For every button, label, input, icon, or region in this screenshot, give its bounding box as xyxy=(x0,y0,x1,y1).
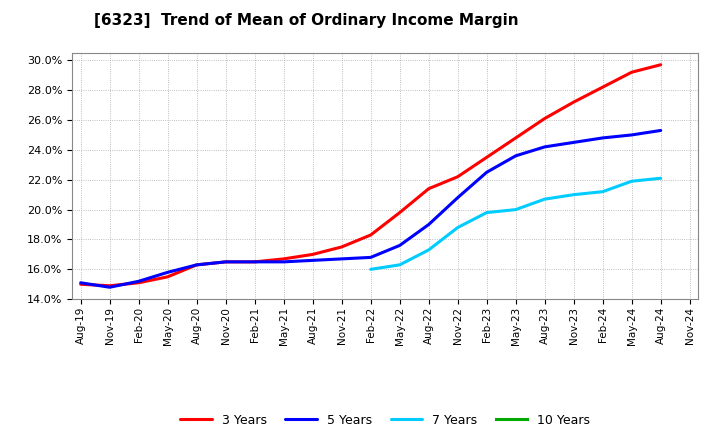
7 Years xyxy=(424,247,433,253)
5 Years xyxy=(76,280,85,286)
3 Years xyxy=(163,274,172,279)
7 Years xyxy=(395,262,404,268)
3 Years xyxy=(192,262,201,268)
7 Years xyxy=(598,189,607,194)
5 Years xyxy=(251,259,259,264)
Line: 7 Years: 7 Years xyxy=(371,178,661,269)
7 Years xyxy=(570,192,578,197)
3 Years xyxy=(454,174,462,180)
3 Years xyxy=(570,99,578,105)
3 Years xyxy=(221,259,230,264)
5 Years xyxy=(511,153,520,158)
5 Years xyxy=(627,132,636,138)
5 Years xyxy=(657,128,665,133)
5 Years xyxy=(570,140,578,145)
7 Years xyxy=(657,176,665,181)
3 Years xyxy=(598,84,607,90)
5 Years xyxy=(338,256,346,261)
3 Years xyxy=(366,232,375,238)
3 Years xyxy=(251,259,259,264)
5 Years xyxy=(424,222,433,227)
5 Years xyxy=(163,270,172,275)
Legend: 3 Years, 5 Years, 7 Years, 10 Years: 3 Years, 5 Years, 7 Years, 10 Years xyxy=(176,409,595,432)
3 Years xyxy=(135,280,143,286)
3 Years xyxy=(511,135,520,140)
7 Years xyxy=(482,210,491,215)
3 Years xyxy=(105,283,114,288)
5 Years xyxy=(192,262,201,268)
5 Years xyxy=(279,259,288,264)
Text: [6323]  Trend of Mean of Ordinary Income Margin: [6323] Trend of Mean of Ordinary Income … xyxy=(94,13,518,28)
5 Years xyxy=(308,258,317,263)
3 Years xyxy=(627,70,636,75)
7 Years xyxy=(627,179,636,184)
5 Years xyxy=(482,170,491,175)
3 Years xyxy=(541,116,549,121)
5 Years xyxy=(541,144,549,150)
Line: 3 Years: 3 Years xyxy=(81,65,661,286)
5 Years xyxy=(366,255,375,260)
5 Years xyxy=(135,279,143,284)
3 Years xyxy=(76,282,85,287)
Line: 5 Years: 5 Years xyxy=(81,130,661,287)
5 Years xyxy=(395,243,404,248)
7 Years xyxy=(541,197,549,202)
7 Years xyxy=(454,225,462,230)
5 Years xyxy=(598,135,607,140)
5 Years xyxy=(105,285,114,290)
3 Years xyxy=(338,244,346,249)
7 Years xyxy=(366,267,375,272)
3 Years xyxy=(657,62,665,67)
7 Years xyxy=(511,207,520,212)
3 Years xyxy=(308,252,317,257)
3 Years xyxy=(395,210,404,215)
5 Years xyxy=(221,259,230,264)
3 Years xyxy=(279,256,288,261)
3 Years xyxy=(482,155,491,160)
5 Years xyxy=(454,195,462,200)
3 Years xyxy=(424,186,433,191)
